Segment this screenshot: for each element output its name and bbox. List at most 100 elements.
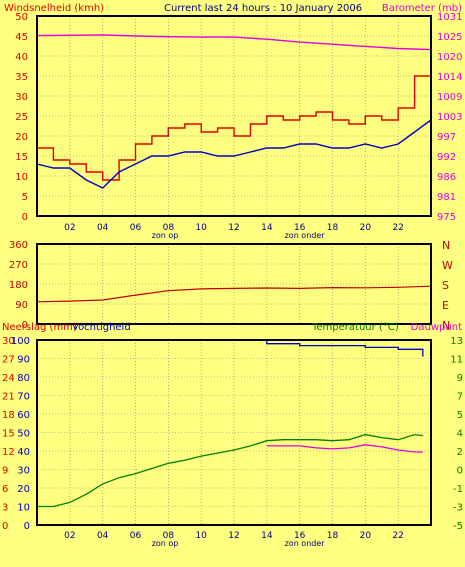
climate-sunrise-label: zon op: [152, 539, 179, 548]
direction-y-tick-label: 90: [15, 300, 28, 311]
temperature-y-tick-label: -5: [453, 521, 463, 532]
climate-x-tick-label: 22: [392, 531, 403, 541]
wind-y-tick-label: 10: [15, 172, 28, 183]
series-line-windstoten: [37, 75, 432, 181]
rain-y-tick-label: 15: [2, 429, 15, 440]
direction-y-tick-label: 0: [22, 320, 28, 331]
rain-y-tick-label: 9: [2, 466, 8, 477]
climate-x-tick-label: 16: [294, 531, 306, 541]
barometer-y-tick-label: 997: [437, 132, 456, 143]
dewpoint-axis-title: Dauwpunt: [411, 322, 462, 333]
climate-x-tick-label: 04: [97, 531, 109, 541]
series-line-barometer: [36, 34, 432, 51]
barometer-y-tick-label: 981: [437, 192, 456, 203]
climate-x-tick-label: 02: [64, 531, 75, 541]
series-line-windrichting: [36, 285, 432, 303]
wind-x-tick-label: 14: [261, 223, 273, 233]
rain-y-tick-label: 18: [2, 410, 15, 421]
rain-y-tick-label: 21: [2, 392, 15, 403]
climate-x-tick-label: 20: [360, 531, 372, 541]
wind-y-tick-label: 15: [15, 152, 28, 163]
rain-y-tick-label: 3: [2, 503, 8, 514]
temperature-y-tick-label: 13: [450, 336, 463, 347]
climate-x-tick-label: 06: [130, 531, 142, 541]
humidity-axis-title: Vochtigheid: [72, 322, 131, 333]
barometer-y-tick-label: 1003: [437, 112, 462, 123]
temperature-y-tick-label: 5: [457, 410, 463, 421]
wind-direction-chart: 0 90 180 270 360: [9, 240, 432, 331]
humidity-y-tick-label: 40: [17, 447, 30, 458]
humidity-y-tick-label: 20: [17, 484, 30, 495]
series-line-dauwpunt: [266, 444, 423, 453]
direction-y-tick-label: 360: [9, 240, 28, 251]
humidity-y-tick-label: 50: [17, 429, 30, 440]
climate-sunset-label: zon onder: [285, 539, 326, 548]
barometer-y-tick-label: 975: [437, 212, 456, 223]
humidity-y-tick-label: 80: [17, 373, 30, 384]
barometer-axis-title: Barometer (mb): [382, 3, 462, 14]
wind-y-tick-label: 50: [15, 12, 28, 23]
wind-y-tick-label: 0: [22, 212, 28, 223]
climate-x-tick-label: 12: [228, 531, 239, 541]
temperature-y-tick-label: 4: [457, 429, 463, 440]
wind-sunrise-label: zon op: [152, 231, 179, 240]
wind-x-tick-label: 10: [195, 223, 207, 233]
humidity-y-tick-label: 70: [17, 392, 30, 403]
wind-y-tick-label: 25: [15, 112, 28, 123]
climate-x-tick-label: 08: [163, 531, 175, 541]
wind-y-tick-label: 40: [15, 52, 28, 63]
wind-y-tick-label: 30: [15, 92, 28, 103]
temperature-y-tick-label: -1: [453, 484, 463, 495]
rain-y-tick-label: 0: [2, 521, 8, 532]
compass-letter-e: E: [442, 299, 449, 312]
direction-plot-frame: [36, 243, 432, 325]
temperature-y-tick-label: -3: [453, 503, 463, 514]
wind-sunset-label: zon onder: [285, 231, 326, 240]
wind-barometer-chart: 0 5 10 15 20 25 30 35 40 45 50 975 981 986 992 997 1003 1…: [15, 12, 462, 240]
wind-x-tick-label: 22: [392, 223, 403, 233]
barometer-y-tick-label: 1025: [437, 32, 462, 43]
wind-x-tick-label: 16: [294, 223, 306, 233]
wind-y-tick-label: 35: [15, 72, 28, 83]
temperature-y-tick-label: 2: [457, 447, 463, 458]
barometer-y-tick-label: 992: [437, 152, 456, 163]
rain-y-tick-label: 30: [2, 336, 15, 347]
wind-x-tick-label: 08: [163, 223, 175, 233]
wind-y-tick-label: 45: [15, 32, 28, 43]
compass-letter-w: W: [442, 259, 453, 272]
humidity-y-tick-label: 30: [17, 466, 30, 477]
rain-humidity-temperature-chart: 0 0 -53 10 -36 20 -19 30 012 40 215 50 418 60 521 70 724…: [2, 336, 463, 548]
barometer-y-tick-label: 1020: [437, 52, 462, 63]
rain-axis-title: Neerslag (mm): [2, 322, 77, 333]
wind-y-tick-label: 20: [15, 132, 28, 143]
temperature-y-tick-label: 9: [457, 373, 463, 384]
temperature-axis-title: Temperatuur (°C): [311, 322, 399, 333]
compass-letter-n-bottom: N: [442, 319, 450, 332]
barometer-y-tick-label: 986: [437, 172, 456, 183]
wind-axis-title: Windsnelheid (kmh): [4, 3, 104, 14]
series-line-vochtigheid: [37, 339, 424, 357]
barometer-y-tick-label: 1014: [437, 72, 462, 83]
wind-x-tick-label: 20: [360, 223, 372, 233]
climate-x-tick-label: 14: [261, 531, 273, 541]
climate-plot-frame: [36, 339, 432, 526]
climate-x-tick-label: 10: [195, 531, 207, 541]
chart-title: Current last 24 hours : 10 January 2006: [164, 3, 362, 14]
temperature-y-tick-label: 11: [450, 355, 463, 366]
series-line-windsnelheid: [36, 119, 432, 189]
humidity-y-tick-label: 0: [24, 521, 30, 532]
temperature-y-tick-label: 7: [457, 392, 463, 403]
climate-x-tick-label: 18: [327, 531, 339, 541]
wind-x-tick-label: 02: [64, 223, 75, 233]
humidity-y-tick-label: 90: [17, 355, 30, 366]
temperature-y-tick-label: 0: [457, 466, 463, 477]
rain-y-tick-label: 27: [2, 355, 15, 366]
wind-plot-frame: [36, 15, 432, 217]
wind-x-tick-label: 06: [130, 223, 142, 233]
compass-letter-s: S: [442, 279, 449, 292]
direction-y-tick-label: 180: [9, 280, 28, 291]
rain-y-tick-label: 6: [2, 484, 8, 495]
humidity-y-tick-label: 100: [11, 336, 30, 347]
humidity-y-tick-label: 60: [17, 410, 30, 421]
